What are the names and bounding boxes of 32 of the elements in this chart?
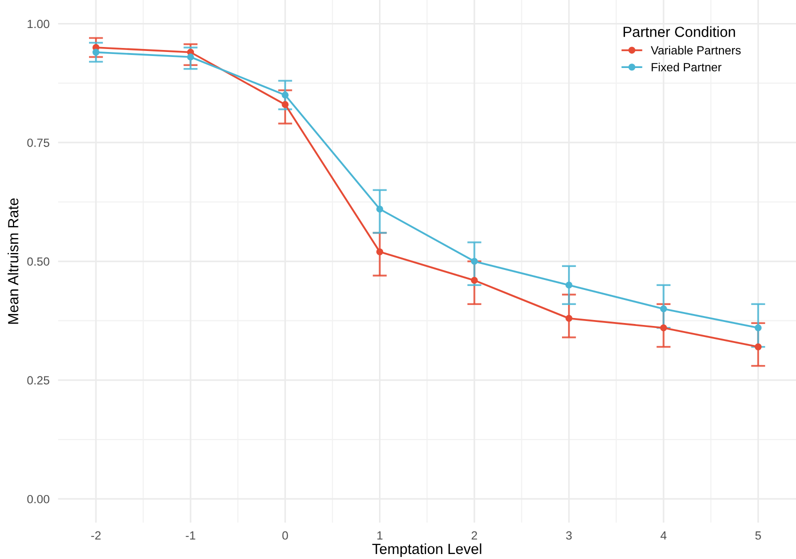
point [754,324,762,332]
point [376,248,384,256]
y-tick-label: 1.00 [28,20,50,28]
point [282,101,289,108]
x-tick-label: -2 [91,531,101,540]
y-tick-label: 0.75 [27,138,50,147]
point [660,305,668,312]
x-tick-label: 0 [282,531,288,540]
point [660,324,668,332]
point [282,92,289,99]
legend-title: Partner Condition [624,26,735,38]
x-tick-label: 2 [472,531,478,540]
point [376,206,384,213]
point [92,48,100,56]
y-tick-label: 0.50 [27,257,50,266]
point [565,314,572,322]
point [470,258,478,265]
x-tick-label: 3 [566,531,572,540]
legend-label: Fixed Partner [652,62,722,72]
point [754,343,762,350]
x-tick-label: 5 [755,531,761,540]
x-axis-title: Temptation Level [372,543,482,557]
point [187,54,194,60]
y-axis-title: Mean Altruism Rate [8,198,18,324]
y-tick-label: 0.25 [27,376,50,385]
y-tick-label: 0.00 [27,494,50,504]
x-tick-label: 4 [660,531,666,540]
point [470,276,478,284]
point [565,282,572,289]
legend-label: Variable Partners [650,46,741,54]
x-tick-label: 1 [377,531,382,540]
x-tick-label: -1 [186,531,196,540]
